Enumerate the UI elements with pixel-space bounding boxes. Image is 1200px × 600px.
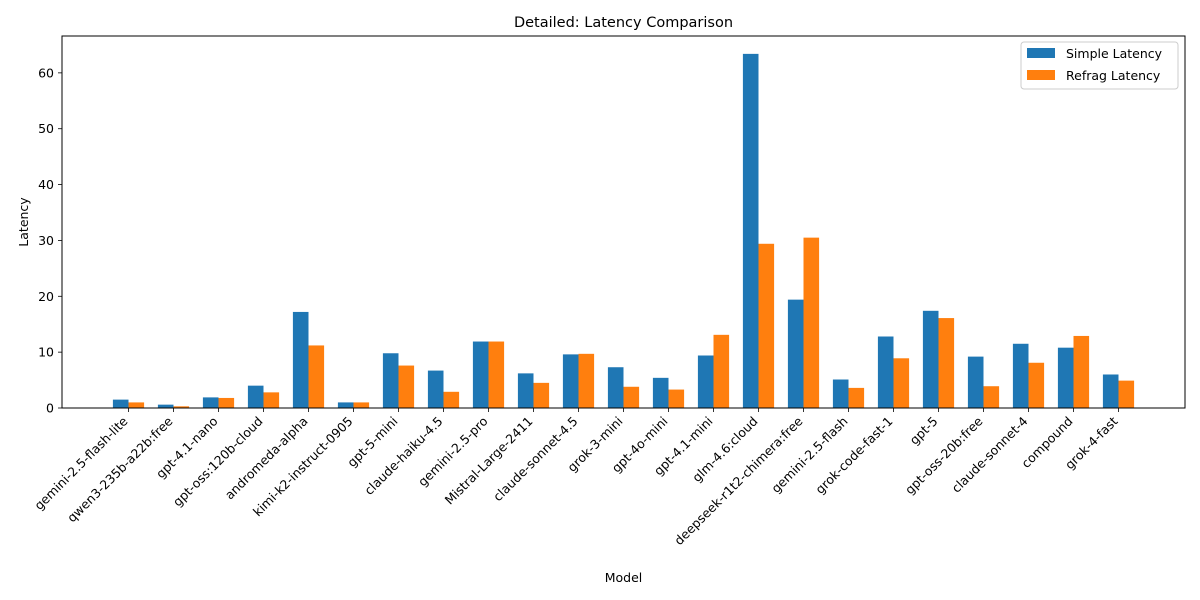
legend-label-0: Simple Latency	[1066, 46, 1163, 61]
bar-refrag-8	[488, 341, 505, 408]
bar-simple-20	[1012, 343, 1029, 408]
bar-simple-14	[742, 53, 759, 409]
legend-swatch-0	[1027, 48, 1055, 58]
bar-refrag-5	[353, 402, 370, 408]
bar-simple-2	[202, 397, 219, 408]
y-tick-label: 50	[38, 121, 54, 136]
bar-refrag-21	[1073, 335, 1090, 408]
bar-refrag-6	[398, 365, 415, 408]
bar-refrag-14	[758, 243, 775, 408]
bar-simple-0	[112, 399, 129, 408]
bar-refrag-11	[623, 386, 640, 408]
bar-simple-5	[337, 402, 354, 408]
y-tick-label: 60	[38, 65, 54, 80]
bar-simple-10	[562, 354, 579, 408]
bar-refrag-19	[983, 386, 1000, 408]
bar-refrag-20	[1028, 362, 1045, 408]
bar-refrag-1	[173, 406, 190, 408]
bar-simple-21	[1057, 347, 1074, 408]
bar-refrag-13	[713, 334, 730, 408]
legend-swatch-1	[1027, 70, 1055, 80]
bar-simple-3	[247, 385, 264, 408]
bar-simple-6	[382, 353, 399, 408]
bar-refrag-0	[128, 402, 145, 408]
bar-refrag-7	[443, 391, 460, 408]
bar-refrag-10	[578, 353, 595, 408]
bar-simple-4	[292, 311, 309, 408]
bar-refrag-16	[848, 387, 865, 408]
y-axis-ticks: 0 10 20 30 40 50 60	[38, 65, 62, 416]
y-tick-label: 20	[38, 289, 54, 304]
bar-refrag-2	[218, 397, 235, 408]
legend: Simple Latency Refrag Latency	[1020, 41, 1179, 90]
y-tick-label: 0	[46, 401, 54, 416]
bar-simple-12	[652, 377, 669, 408]
y-tick-label: 30	[38, 233, 54, 248]
bar-simple-22	[1102, 374, 1119, 408]
bar-simple-9	[517, 373, 534, 408]
legend-label-1: Refrag Latency	[1066, 68, 1161, 83]
bar-simple-1	[157, 404, 174, 408]
legend-box	[1020, 41, 1179, 90]
bar-simple-16	[832, 379, 849, 408]
bar-refrag-22	[1118, 380, 1135, 408]
bar-simple-15	[787, 299, 804, 408]
bar-simple-19	[967, 356, 984, 408]
y-tick-label: 10	[38, 345, 54, 360]
bar-simple-13	[697, 355, 714, 408]
bar-refrag-12	[668, 389, 685, 408]
bar-refrag-3	[263, 392, 280, 408]
plot-frame	[61, 35, 1186, 409]
y-tick-label: 40	[38, 177, 54, 192]
bar-refrag-18	[938, 318, 955, 408]
bar-simple-8	[472, 341, 489, 408]
y-axis-label: Latency	[16, 197, 31, 247]
bar-refrag-15	[803, 237, 820, 408]
bar-refrag-9	[533, 382, 550, 408]
bar-simple-17	[877, 336, 894, 408]
bar-simple-18	[922, 310, 939, 408]
chart-title: Detailed: Latency Comparison	[514, 15, 733, 31]
bar-simple-11	[607, 367, 624, 408]
bar-simple-7	[427, 370, 444, 408]
bar-refrag-17	[893, 358, 910, 408]
x-axis-label: Model	[605, 570, 643, 585]
bars-group	[112, 53, 1135, 409]
bar-refrag-4	[308, 345, 325, 408]
